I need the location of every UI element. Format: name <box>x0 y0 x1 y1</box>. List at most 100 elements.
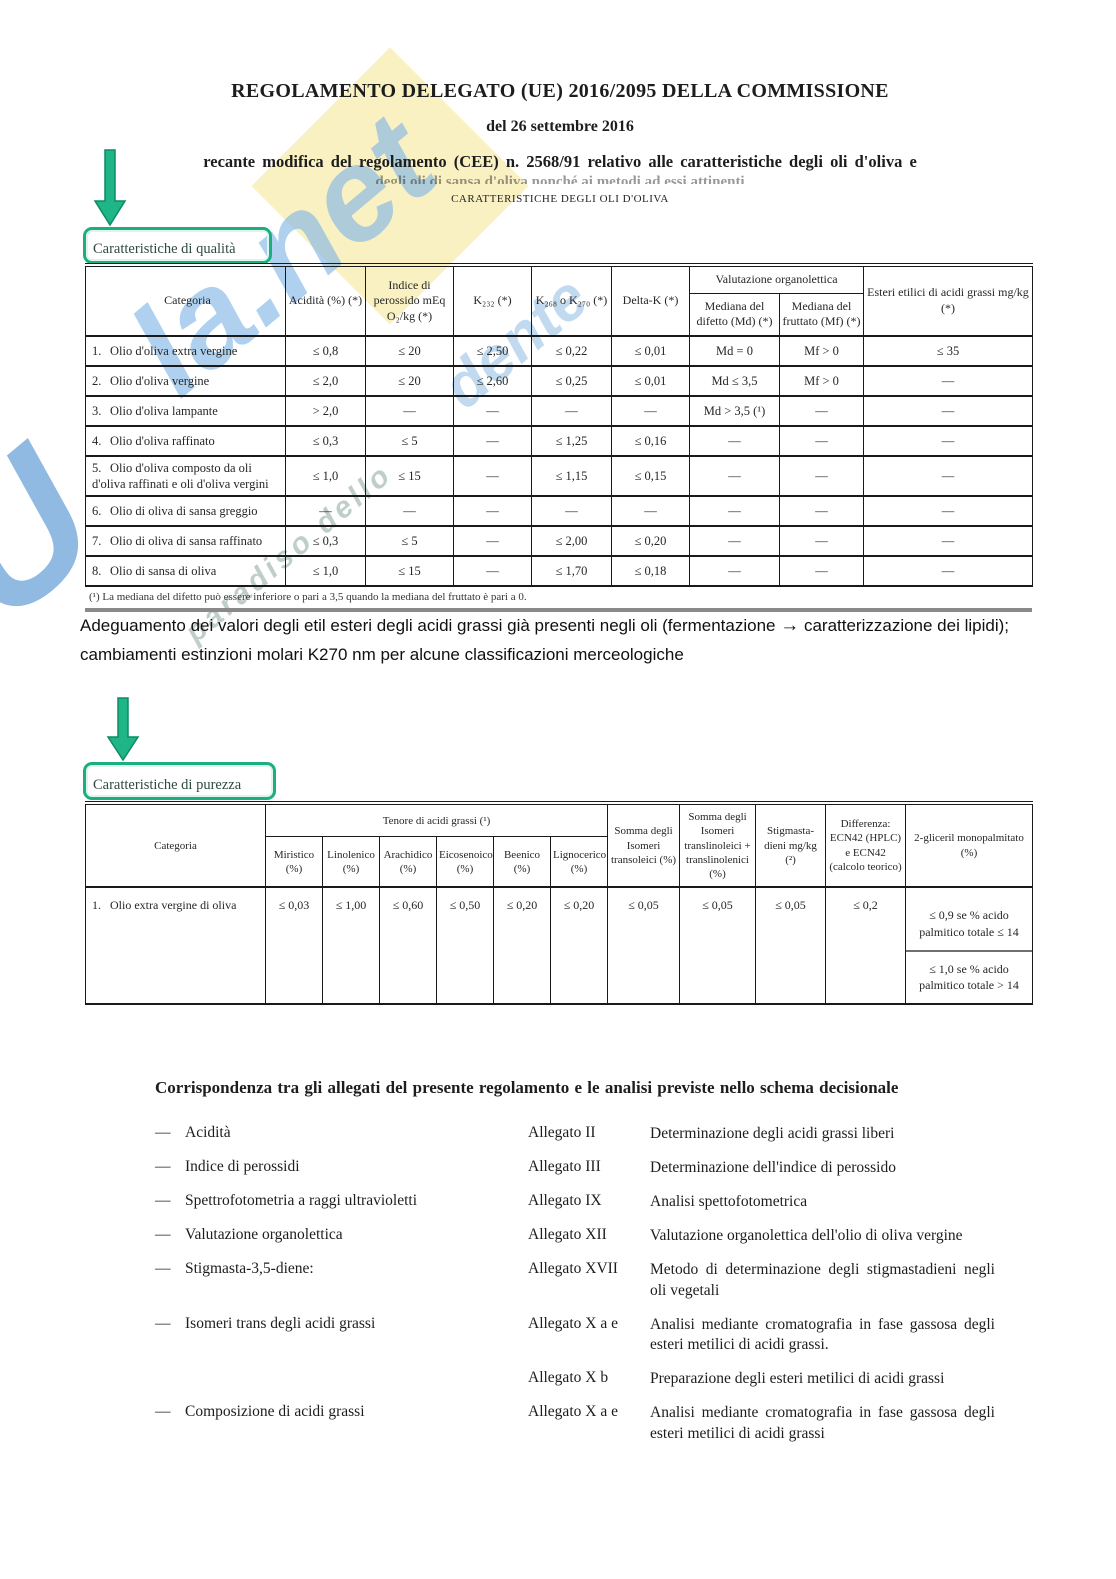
section-heading: CARATTERISTICHE DEGLI OLI D'OLIVA <box>451 193 669 205</box>
list-item: — Composizione di acidi grassi Allegato X… <box>155 1403 995 1445</box>
col-header-perossido: Indice di perossido mEq O₂/kg (*) <box>365 264 454 337</box>
col-header-esteri: Esteri etilici di acidi grassi mg/kg (*) <box>863 264 1033 337</box>
list-item: — Indice di perossidi Allegato III Determ… <box>155 1158 995 1179</box>
analysis-description: Analisi spettofotometrica <box>650 1192 808 1210</box>
analysis-label: Acidità <box>185 1124 231 1141</box>
list-item: — Stigmasta-3,5-diene: Allegato XVII Meto… <box>155 1260 995 1302</box>
allegato-ref: Allegato II <box>528 1124 596 1141</box>
table-row: 1. Olio d'oliva extra vergine ≤ 0,8 ≤ 20 … <box>85 334 1033 367</box>
col-header-mediana-fruttato: Mediana del fruttato (Mf) (*) <box>779 292 864 337</box>
table-row: 1. Olio extra vergine di oliva ≤ 0,03 ≤ 1… <box>85 886 1034 1005</box>
analysis-label: Valutazione organolettica <box>185 1225 343 1243</box>
col-header-miristico: Miristico (%) <box>265 836 323 889</box>
col-header-categoria: Categoria <box>85 264 286 337</box>
col-header-mediana-difetto: Mediana del difetto (Md) (*) <box>689 292 780 337</box>
list-item: — Isomeri trans degli acidi grassi Allega… <box>155 1315 995 1357</box>
list-item: — Valutazione organolettica Allegato XII … <box>155 1226 995 1247</box>
document-header: REGOLAMENTO DELEGATO (UE) 2016/2095 DELL… <box>60 80 1060 205</box>
col-header-k232: K₂₃₂ (*) <box>453 264 532 337</box>
col-header-ecn42: Differenza: ECN42 (HPLC) e ECN42 (calcol… <box>825 802 907 889</box>
correspondence-list: — Acidità Allegato II Determinazione degl… <box>155 1124 995 1445</box>
quality-label-box: Caratteristiche di qualità <box>83 227 272 264</box>
analysis-label: Indice di perossidi <box>185 1157 300 1175</box>
table-footnote: (¹) La mediana del difetto può essere in… <box>89 591 527 604</box>
down-arrow-icon <box>106 697 140 762</box>
regulation-title: REGOLAMENTO DELEGATO (UE) 2016/2095 DELL… <box>231 80 889 102</box>
col-header-deltak: Delta-K (*) <box>611 264 690 337</box>
analysis-description: Analisi mediante cromatografia in fase g… <box>650 1315 995 1354</box>
regulation-subtitle: recante modifica del regolamento (CEE) n… <box>203 152 917 171</box>
table-row: 7. Olio di oliva di sansa raffinato ≤ 0,3… <box>85 525 1033 557</box>
palmitico-condition-bottom: ≤ 1,0 se % acido palmitico totale > 14 <box>906 949 1033 1003</box>
col-header-lignocerico: Lignocerico (%) <box>549 836 609 889</box>
dash-bullet: — <box>155 1191 171 1209</box>
regulation-date: del 26 settembre 2016 <box>486 118 634 135</box>
quality-table-body: 1. Olio d'oliva extra vergine ≤ 0,8 ≤ 20 … <box>85 334 1033 587</box>
analysis-label: Spettrofotometria a raggi ultravioletti <box>185 1191 418 1209</box>
right-arrow-glyph: → <box>780 615 800 636</box>
list-item: — Spettrofotometria a raggi ultravioletti… <box>155 1192 995 1213</box>
dash-bullet: — <box>155 1314 171 1332</box>
analysis-description: Preparazione degli esteri metilici di ac… <box>650 1370 945 1388</box>
correspondence-title: Corrispondenza tra gli allegati del pres… <box>155 1078 899 1097</box>
quality-table-wrap: Categoria Acidità (%) (*) Indice di pero… <box>85 263 1033 613</box>
allegato-ref: Allegato X a e <box>528 1403 618 1421</box>
analysis-description: Analisi mediante cromatografia in fase g… <box>650 1404 995 1443</box>
quality-table: Categoria Acidità (%) (*) Indice di pero… <box>85 263 1033 588</box>
col-header-acidita: Acidità (%) (*) <box>285 264 366 337</box>
dash-bullet: — <box>155 1225 171 1243</box>
analysis-description: Determinazione degli acidi grassi liberi <box>650 1125 895 1142</box>
col-header-organolettica: Valutazione organolettica <box>689 264 864 294</box>
regulation-subtitle-clipped: degli oli di sansa d'oliva nonché ai met… <box>375 175 745 184</box>
purity-table: Categoria Tenore di acidi grassi (¹) Som… <box>85 801 1034 1006</box>
col-header-k268: K₂₆₈ o K₂₇₀ (*) <box>531 264 612 337</box>
purity-label: Caratteristiche di purezza <box>93 777 242 793</box>
dash-bullet: — <box>155 1259 171 1277</box>
analysis-label: Isomeri trans degli acidi grassi <box>185 1314 376 1332</box>
allegato-ref: Allegato X a e <box>528 1314 618 1332</box>
col-header-eicosenoico: Eicosenoico (%) <box>436 836 494 889</box>
palmitico-condition-top: ≤ 0,9 se % acido palmitico totale ≤ 14 <box>919 908 1019 939</box>
allegato-ref: Allegato XVII <box>528 1259 618 1277</box>
purity-table-wrap: Categoria Tenore di acidi grassi (¹) Som… <box>85 801 1034 1006</box>
allegato-ref: Allegato IX <box>528 1191 602 1209</box>
correspondence-section: Corrispondenza tra gli allegati del pres… <box>155 1078 995 1458</box>
col-header-tenore-acidi: Tenore di acidi grassi (¹) <box>264 802 609 838</box>
note-paragraph: Adeguamento dei valori degli etil esteri… <box>80 611 1038 669</box>
dash-bullet: — <box>155 1157 171 1175</box>
note-text-before: Adeguamento dei valori degli etil esteri… <box>80 616 781 635</box>
analysis-label: Stigmasta-3,5-diene: <box>185 1259 314 1277</box>
list-item: — Acidità Allegato II Determinazione degl… <box>155 1124 995 1145</box>
allegato-ref: Allegato XII <box>528 1225 607 1243</box>
table-row: 5. Olio d'oliva composto da oli d'oliva r… <box>85 454 1033 497</box>
col-header-categoria: Categoria <box>85 802 266 889</box>
purity-label-box: Caratteristiche di purezza <box>83 762 276 800</box>
col-header-arachidico: Arachidico (%) <box>379 836 437 889</box>
dash-bullet: — <box>155 1124 171 1141</box>
note-text-after: caratterizzazione dei lipidi); cambiamen… <box>80 616 1009 665</box>
allegato-ref: Allegato III <box>528 1157 601 1175</box>
analysis-description: Valutazione organolettica dell'olio di o… <box>650 1226 963 1244</box>
table-row: 6. Olio di oliva di sansa greggio — — — —… <box>85 495 1033 527</box>
col-header-linolenico: Linolenico (%) <box>322 836 380 889</box>
dash-bullet <box>155 1369 185 1390</box>
down-arrow-icon <box>93 149 127 227</box>
analysis-description: Metodo di determinazione degli stigmasta… <box>650 1260 995 1299</box>
dash-bullet: — <box>155 1403 171 1421</box>
col-header-gliceril: 2-gliceril monopalmitato (%) <box>905 802 1034 889</box>
quality-label: Caratteristiche di qualità <box>93 241 236 257</box>
table-row: 2. Olio d'oliva vergine ≤ 2,0 ≤ 20 ≤ 2,60… <box>85 364 1033 397</box>
divider-rule <box>85 608 1032 613</box>
col-header-stigmastadieni: Stigmasta­dieni mg/kg (²) <box>755 802 827 889</box>
allegato-ref: Allegato X b <box>528 1369 609 1387</box>
table-row: 4. Olio d'oliva raffinato ≤ 0,3 ≤ 5 — ≤ 1… <box>85 424 1033 457</box>
col-header-translinoleici: Somma degli Isomeri translinoleici + tra… <box>679 802 757 889</box>
col-header-transoleici: Somma degli Isomeri transoleici (%) <box>607 802 681 889</box>
table-row: 8. Olio di sansa di oliva ≤ 1,0 ≤ 15 — ≤ … <box>85 555 1033 587</box>
list-item: Allegato X b Preparazione degli esteri m… <box>155 1369 995 1390</box>
analysis-description: Determinazione dell'indice di perossido <box>650 1158 896 1176</box>
col-header-beenico: Beenico (%) <box>493 836 551 889</box>
table-row: 3. Olio d'oliva lampante > 2,0 — — — — Md… <box>85 394 1033 427</box>
analysis-label: Composizione di acidi grassi <box>185 1403 365 1421</box>
